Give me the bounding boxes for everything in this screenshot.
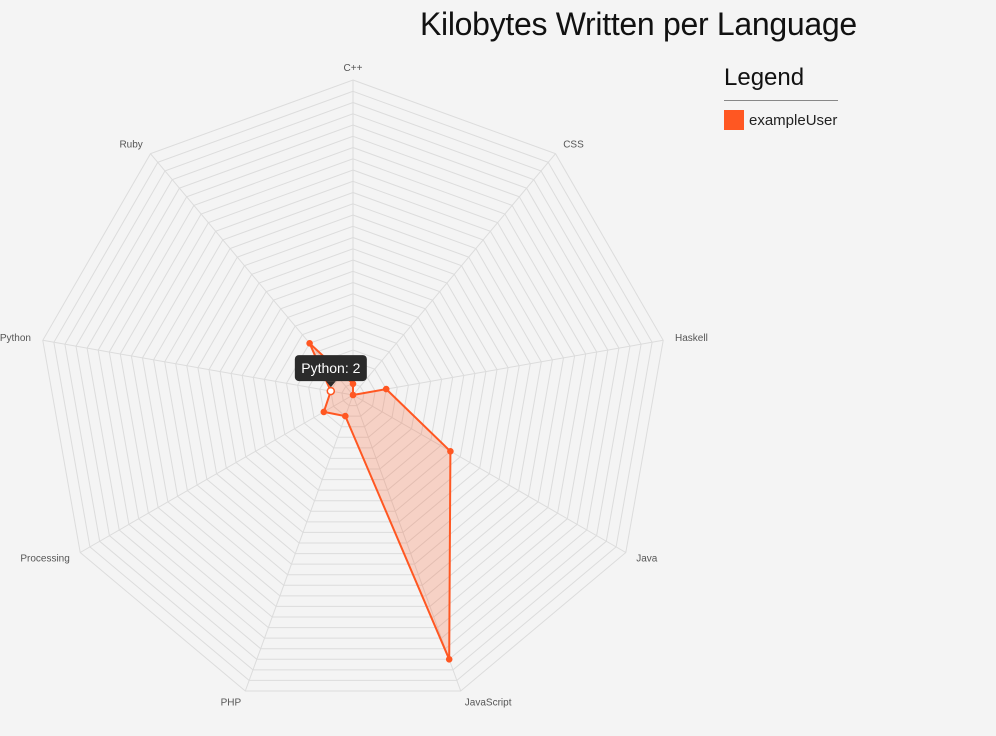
grid-ring (208, 248, 498, 533)
grid-ring (97, 135, 609, 639)
grid-ring (330, 371, 376, 417)
axis-spoke (352, 394, 627, 553)
grid-ring (252, 293, 454, 491)
tooltip-box (294, 355, 367, 382)
axis-label: Ruby (119, 140, 142, 151)
legend-item[interactable]: exampleUser (724, 110, 838, 130)
grid-ring (175, 214, 531, 565)
axis-label: C++ (344, 63, 363, 74)
axis-label: JavaScript (465, 697, 512, 708)
data-point[interactable] (342, 412, 349, 420)
data-point[interactable] (447, 448, 454, 455)
grid-ring (186, 225, 520, 555)
axis-spoke (352, 153, 556, 396)
grid-ring (164, 203, 542, 576)
axis-labels: C++ CSS Haskell Java JavaScript PHP Processing… (0, 63, 708, 708)
grid-ring (141, 180, 565, 597)
data-point[interactable] (349, 380, 357, 388)
legend-swatch (724, 110, 744, 130)
grid-ring (219, 259, 487, 523)
axis-label: Processing (20, 554, 69, 565)
axis-spoke (79, 394, 354, 553)
axis-label: Haskell (675, 333, 708, 344)
data-point[interactable] (306, 340, 313, 347)
grid-ring (130, 169, 576, 607)
axis-spoke (244, 394, 354, 692)
grid-ring (197, 236, 509, 544)
radar-spokes (42, 80, 664, 692)
axis-label: PHP (221, 697, 242, 708)
axis-spoke (352, 339, 664, 396)
grid-ring (153, 191, 553, 586)
data-point[interactable] (349, 391, 357, 399)
axis-label: CSS (563, 140, 584, 151)
grid-ring (263, 304, 443, 481)
data-point[interactable] (320, 408, 328, 416)
legend: Legend exampleUser (724, 64, 838, 130)
grid-ring (42, 79, 664, 692)
axis-spoke (42, 339, 354, 396)
axis-spoke (150, 153, 354, 396)
axis-label: Python (0, 333, 31, 344)
grid-ring (341, 383, 365, 407)
tooltip-arrow (325, 381, 336, 388)
data-point[interactable] (445, 656, 453, 663)
grid-ring (86, 124, 620, 650)
grid-ring (274, 315, 432, 470)
tooltip-text: Python: 2 (301, 360, 360, 376)
tooltip: Python: 2 (294, 355, 367, 388)
series-layer (306, 340, 454, 663)
data-point[interactable] (382, 385, 390, 393)
radar-grid (42, 79, 664, 692)
axis-label: Java (636, 554, 658, 565)
grid-ring (119, 158, 587, 618)
grid-ring (53, 90, 653, 681)
data-point[interactable] (326, 386, 336, 396)
legend-title: Legend (724, 64, 838, 101)
grid-ring (108, 146, 598, 629)
grid-ring (230, 270, 476, 512)
legend-label: exampleUser (749, 111, 838, 129)
chart-title: Kilobytes Written per Language (420, 6, 857, 42)
grid-ring (241, 281, 465, 502)
grid-ring (64, 101, 642, 671)
grid-ring (75, 113, 631, 660)
